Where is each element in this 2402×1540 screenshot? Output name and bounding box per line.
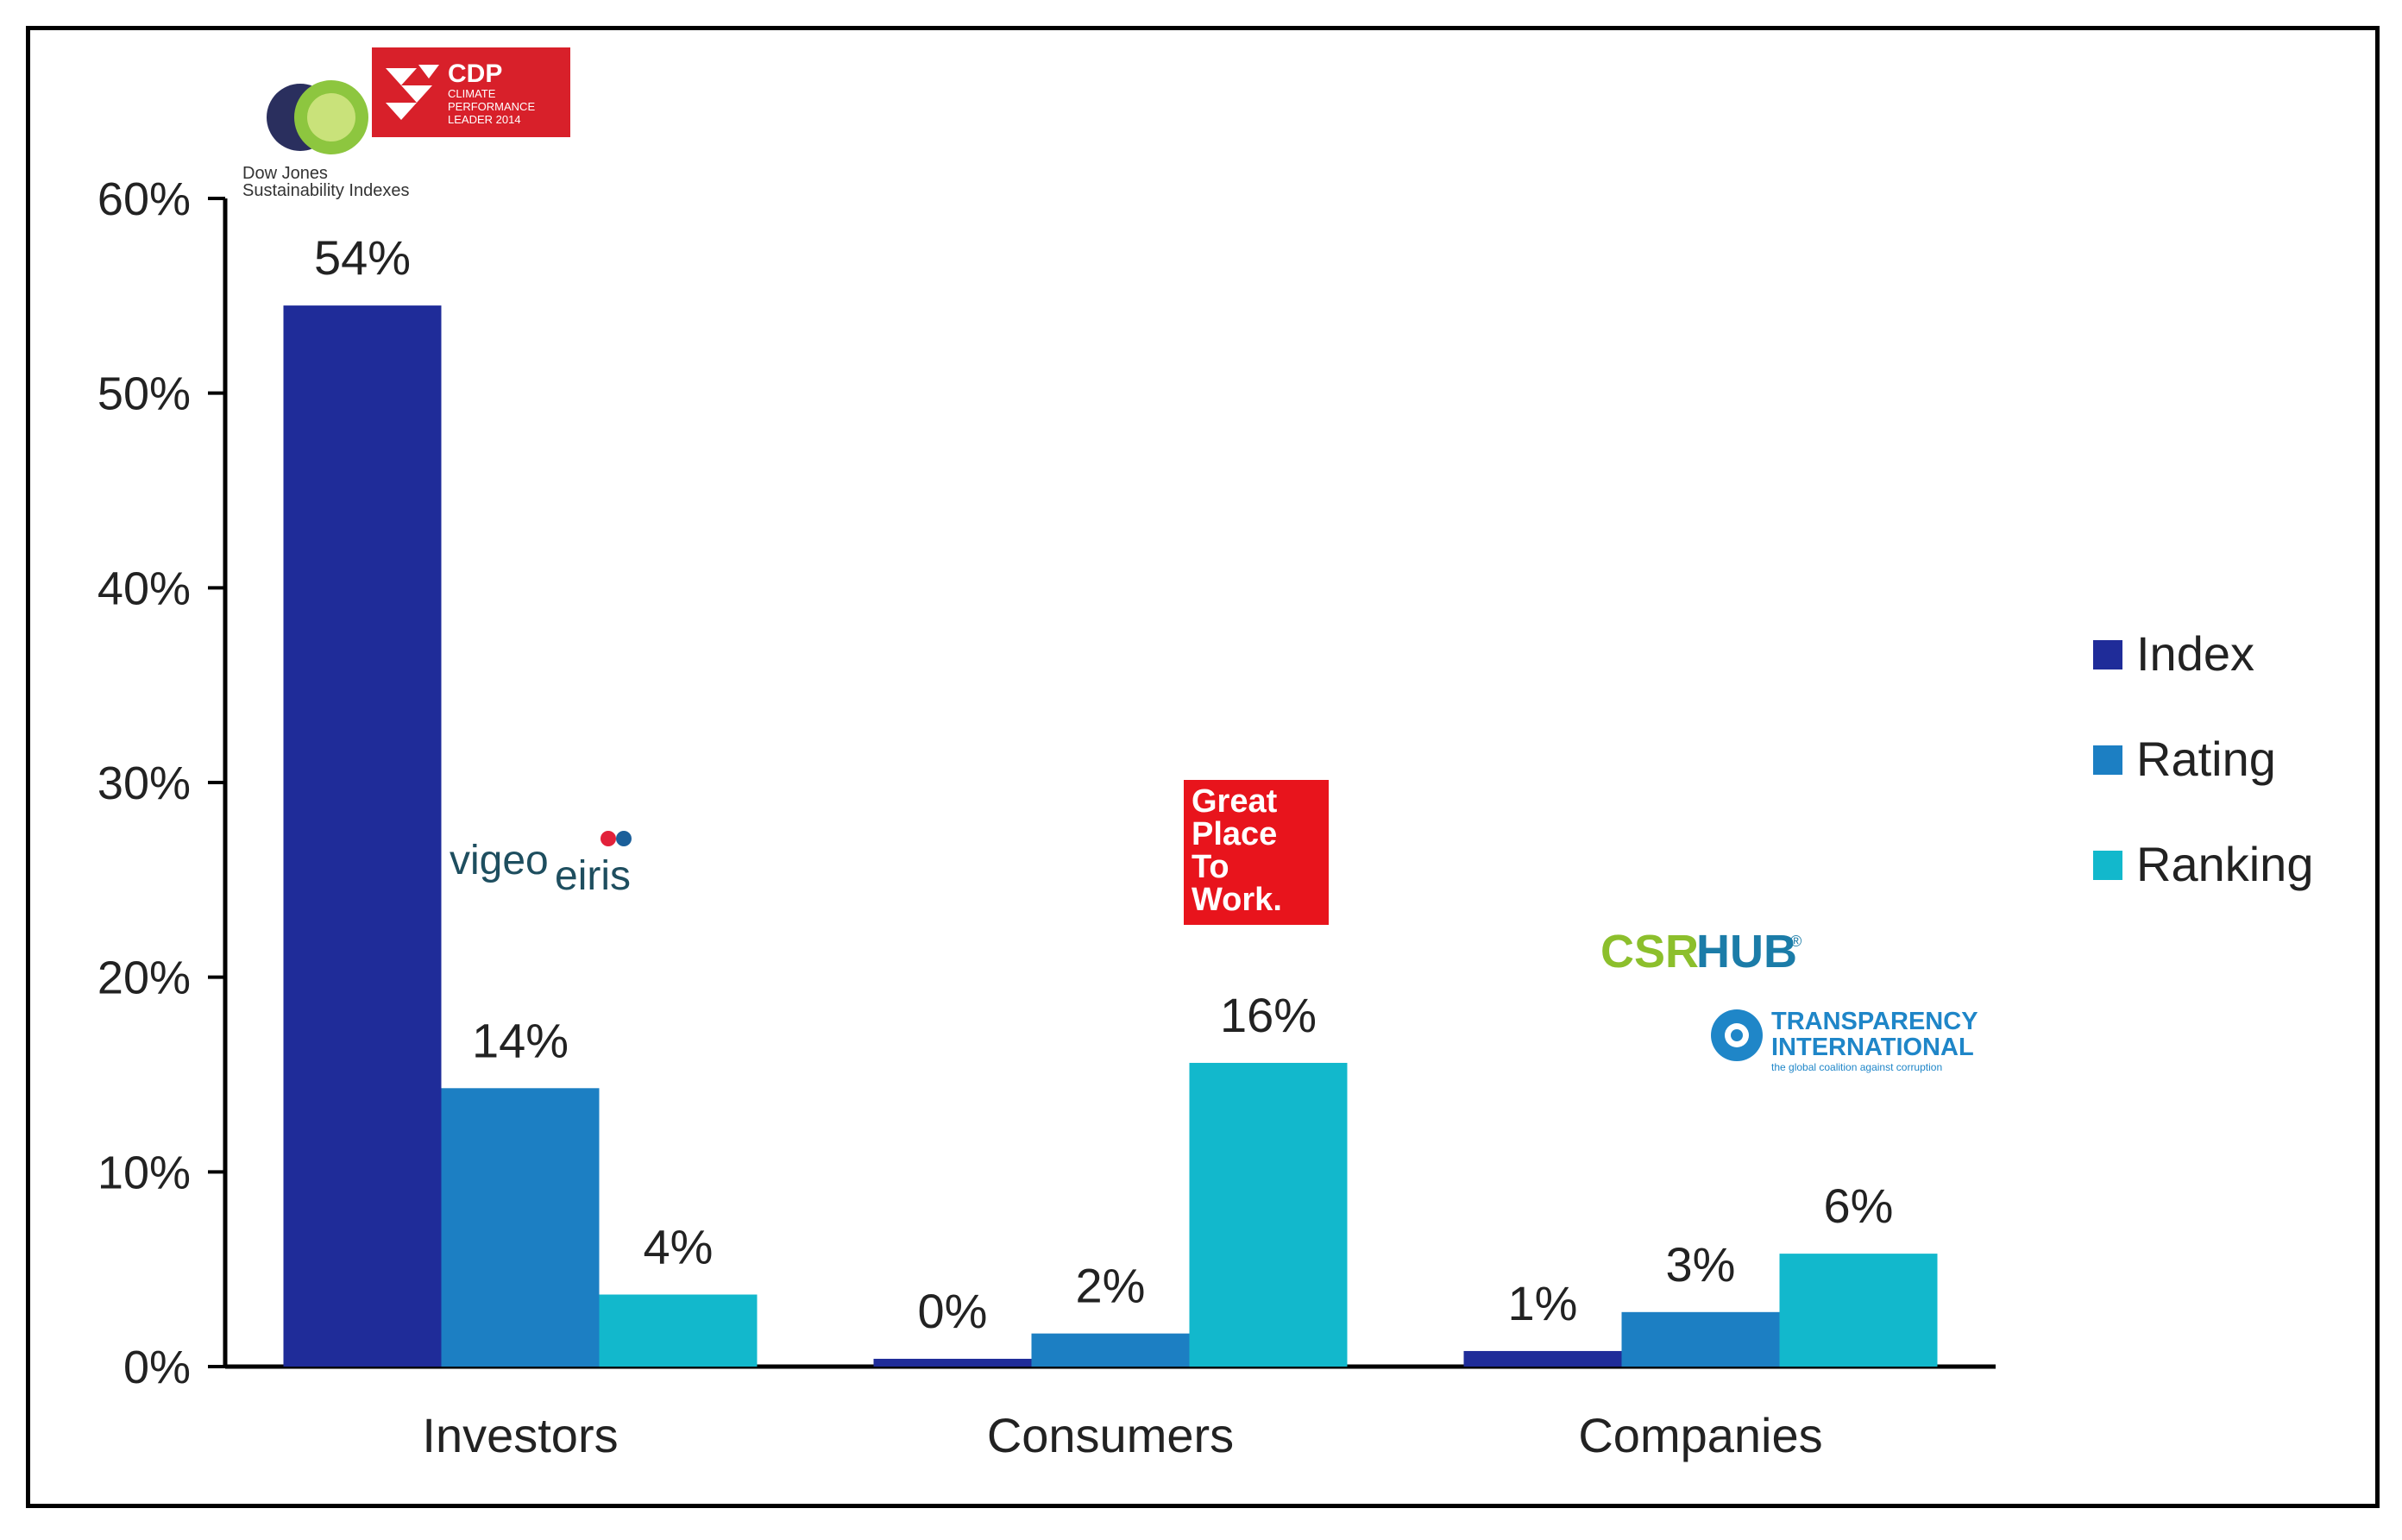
y-tick-label: 10% xyxy=(97,1147,191,1198)
bar-ranking-companies xyxy=(1779,1254,1938,1367)
svg-text:®: ® xyxy=(1790,933,1802,950)
svg-text:vigeo: vigeo xyxy=(450,838,549,883)
vigeo-eiris-logo: vigeo eiris xyxy=(450,831,632,899)
svg-text:Work.: Work. xyxy=(1192,882,1282,918)
bar-rating-investors xyxy=(441,1088,600,1367)
data-label: 2% xyxy=(1076,1259,1146,1313)
y-tick-label: 50% xyxy=(97,368,191,420)
y-ticks: 0% 10% 20% 30% 40% 50% 60% xyxy=(97,173,225,1393)
legend-swatch-index xyxy=(2093,640,2122,669)
category-labels: Investors Consumers Companies xyxy=(422,1408,1822,1462)
svg-text:CLIMATE: CLIMATE xyxy=(448,87,496,100)
svg-text:HUB: HUB xyxy=(1696,926,1797,977)
bar-index-investors xyxy=(283,305,442,1367)
legend-label-index: Index xyxy=(2136,626,2254,681)
data-label: 14% xyxy=(472,1013,569,1067)
legend-swatch-ranking xyxy=(2093,851,2122,880)
bar-index-companies xyxy=(1463,1350,1622,1367)
svg-text:the global coalition against c: the global coalition against corruption xyxy=(1771,1061,1942,1073)
legend-label-ranking: Ranking xyxy=(2136,837,2313,891)
y-tick-label: 20% xyxy=(97,952,191,1004)
cdp-logo: CDP CLIMATE PERFORMANCE LEADER 2014 xyxy=(372,47,570,137)
data-label: 1% xyxy=(1508,1276,1578,1330)
data-label: 16% xyxy=(1220,988,1317,1042)
svg-text:Sustainability Indexes: Sustainability Indexes xyxy=(242,181,409,200)
data-label: 4% xyxy=(644,1220,714,1274)
y-tick-label: 30% xyxy=(97,757,191,809)
category-label: Investors xyxy=(422,1408,618,1462)
y-tick-label: 0% xyxy=(123,1342,191,1393)
csrhub-logo: CSR HUB ® xyxy=(1600,926,1802,977)
bar-ranking-investors xyxy=(599,1294,758,1367)
svg-text:CDP: CDP xyxy=(448,60,502,88)
bars xyxy=(283,305,1938,1367)
svg-text:INTERNATIONAL: INTERNATIONAL xyxy=(1771,1034,1974,1061)
svg-text:Great: Great xyxy=(1192,783,1278,820)
svg-text:TRANSPARENCY: TRANSPARENCY xyxy=(1771,1008,1978,1035)
transparency-international-logo: TRANSPARENCY INTERNATIONAL the global co… xyxy=(1711,1008,1978,1073)
great-place-to-work-logo: Great Place To Work. xyxy=(1184,780,1329,925)
bar-index-consumers xyxy=(873,1358,1032,1367)
category-label: Consumers xyxy=(987,1408,1234,1462)
legend: Index Rating Ranking xyxy=(2093,626,2313,891)
svg-text:Dow Jones: Dow Jones xyxy=(242,164,328,183)
bar-rating-consumers xyxy=(1031,1333,1190,1367)
djsi-logo: Dow Jones Sustainability Indexes xyxy=(242,80,409,200)
bar-rating-companies xyxy=(1621,1311,1780,1367)
data-label: 0% xyxy=(918,1284,988,1338)
data-label: 3% xyxy=(1666,1237,1736,1292)
bar-chart: 0% 10% 20% 30% 40% 50% 60% 54% 14% 4% 0% 2% 16% 1% 3%… xyxy=(97,47,2313,1462)
svg-text:Place: Place xyxy=(1192,816,1277,852)
data-label: 54% xyxy=(314,230,411,285)
bar-ranking-consumers xyxy=(1189,1062,1348,1367)
svg-text:CSR: CSR xyxy=(1600,926,1699,977)
legend-swatch-rating xyxy=(2093,745,2122,775)
legend-label-rating: Rating xyxy=(2136,732,2276,786)
category-label: Companies xyxy=(1578,1408,1822,1462)
y-tick-label: 60% xyxy=(97,173,191,225)
data-labels: 54% 14% 4% 0% 2% 16% 1% 3% 6% xyxy=(314,230,1894,1338)
svg-text:LEADER 2014: LEADER 2014 xyxy=(448,113,521,126)
svg-text:PERFORMANCE: PERFORMANCE xyxy=(448,100,535,113)
y-tick-label: 40% xyxy=(97,563,191,614)
data-label: 6% xyxy=(1824,1179,1894,1233)
chart-frame: 0% 10% 20% 30% 40% 50% 60% 54% 14% 4% 0% 2% 16% 1% 3%… xyxy=(26,26,2380,1508)
svg-text:eiris: eiris xyxy=(555,853,631,899)
svg-text:To: To xyxy=(1192,849,1229,885)
